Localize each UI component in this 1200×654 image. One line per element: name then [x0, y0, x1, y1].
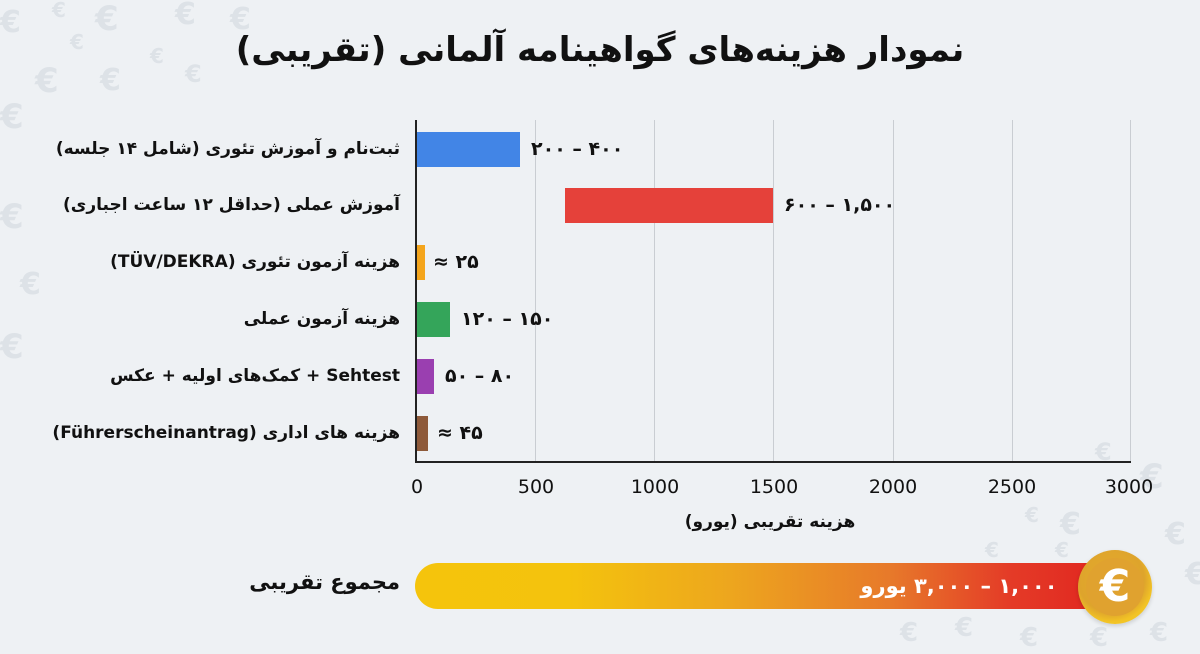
total-gradient-bar — [415, 563, 1115, 609]
bar-value-label: ≈ ۴۵ — [437, 422, 483, 444]
x-tick-label: 0 — [410, 476, 424, 498]
category-label: هزینه های اداری (Führerscheinantrag) — [52, 423, 400, 443]
gridline — [893, 120, 894, 463]
euro-watermark-icon: € — [1055, 538, 1069, 562]
euro-watermark-icon: € — [985, 538, 999, 562]
bar-value-label: ۵۰ – ۸۰ — [445, 365, 515, 387]
category-label: ثبت‌نام و آموزش تئوری (شامل ۱۴ جلسه) — [55, 139, 400, 159]
euro-watermark-icon: € — [900, 618, 919, 648]
bar-administrative — [417, 416, 428, 451]
euro-watermark-icon: € — [1090, 623, 1109, 653]
bar-practical-training — [565, 188, 773, 223]
total-label: مجموع تقریبی — [249, 570, 400, 594]
category-label: هزینه آزمون عملی — [243, 309, 400, 329]
x-axis-line — [415, 461, 1131, 463]
plot-area: ۲۰۰ – ۴۰۰ ۶۰۰ – ۱,۵۰۰ ≈ ۲۵ ۱۲۰ – ۱۵۰ ۵۰ … — [415, 120, 1131, 463]
gridline — [1012, 120, 1013, 463]
euro-watermark-icon: € — [955, 613, 974, 643]
x-tick-label: 1500 — [749, 476, 799, 498]
euro-watermark-icon: € — [175, 0, 196, 32]
x-tick-label: 2000 — [868, 476, 918, 498]
category-label: هزینه آزمون تئوری (TÜV/DEKRA) — [110, 252, 400, 272]
euro-watermark-icon: € — [100, 63, 121, 98]
euro-watermark-icon: € — [1060, 507, 1081, 542]
x-tick-label: 500 — [517, 476, 555, 498]
euro-watermark-icon: € — [1185, 557, 1200, 592]
euro-watermark-icon: € — [20, 267, 41, 302]
euro-watermark-icon: € — [1020, 623, 1039, 653]
x-tick-label: 1000 — [630, 476, 680, 498]
gridline — [773, 120, 774, 463]
euro-watermark-icon: € — [1025, 503, 1039, 527]
euro-watermark-icon: € — [0, 97, 24, 137]
x-axis-title: هزینه تقریبی (یورو) — [684, 512, 856, 532]
euro-symbol-icon: € — [1086, 558, 1144, 616]
bar-value-label: ≈ ۲۵ — [433, 251, 479, 273]
bar-registration-theory — [417, 132, 520, 167]
x-tick-label: 2500 — [987, 476, 1037, 498]
euro-coin-icon: € — [1078, 550, 1152, 624]
bar-practical-exam — [417, 302, 450, 337]
gridline — [535, 120, 536, 463]
gridline — [1130, 120, 1131, 463]
gridline — [654, 120, 655, 463]
bar-value-label: ۲۰۰ – ۴۰۰ — [531, 138, 624, 160]
euro-watermark-icon: € — [1165, 517, 1186, 552]
bar-value-label: ۱۲۰ – ۱۵۰ — [461, 308, 554, 330]
bar-theory-exam — [417, 245, 425, 280]
bar-value-label: ۶۰۰ – ۱,۵۰۰ — [784, 194, 896, 216]
chart-title: نمودار هزینه‌های گواهینامه آلمانی (تقریب… — [235, 30, 965, 70]
x-tick-label: 3000 — [1104, 476, 1154, 498]
euro-watermark-icon: € — [0, 197, 24, 237]
category-label: Sehtest + کمک‌های اولیه + عکس — [110, 366, 400, 386]
y-axis-line — [415, 120, 417, 463]
euro-watermark-icon: € — [0, 327, 24, 367]
euro-watermark-icon: € — [52, 0, 66, 22]
total-value: ۱,۰۰۰ – ۳,۰۰۰ یورو — [860, 574, 1058, 598]
euro-watermark-icon: € — [1150, 618, 1169, 648]
category-label: آموزش عملی (حداقل ۱۲ ساعت اجباری) — [63, 195, 400, 215]
bar-sehtest-firstaid-photo — [417, 359, 434, 394]
